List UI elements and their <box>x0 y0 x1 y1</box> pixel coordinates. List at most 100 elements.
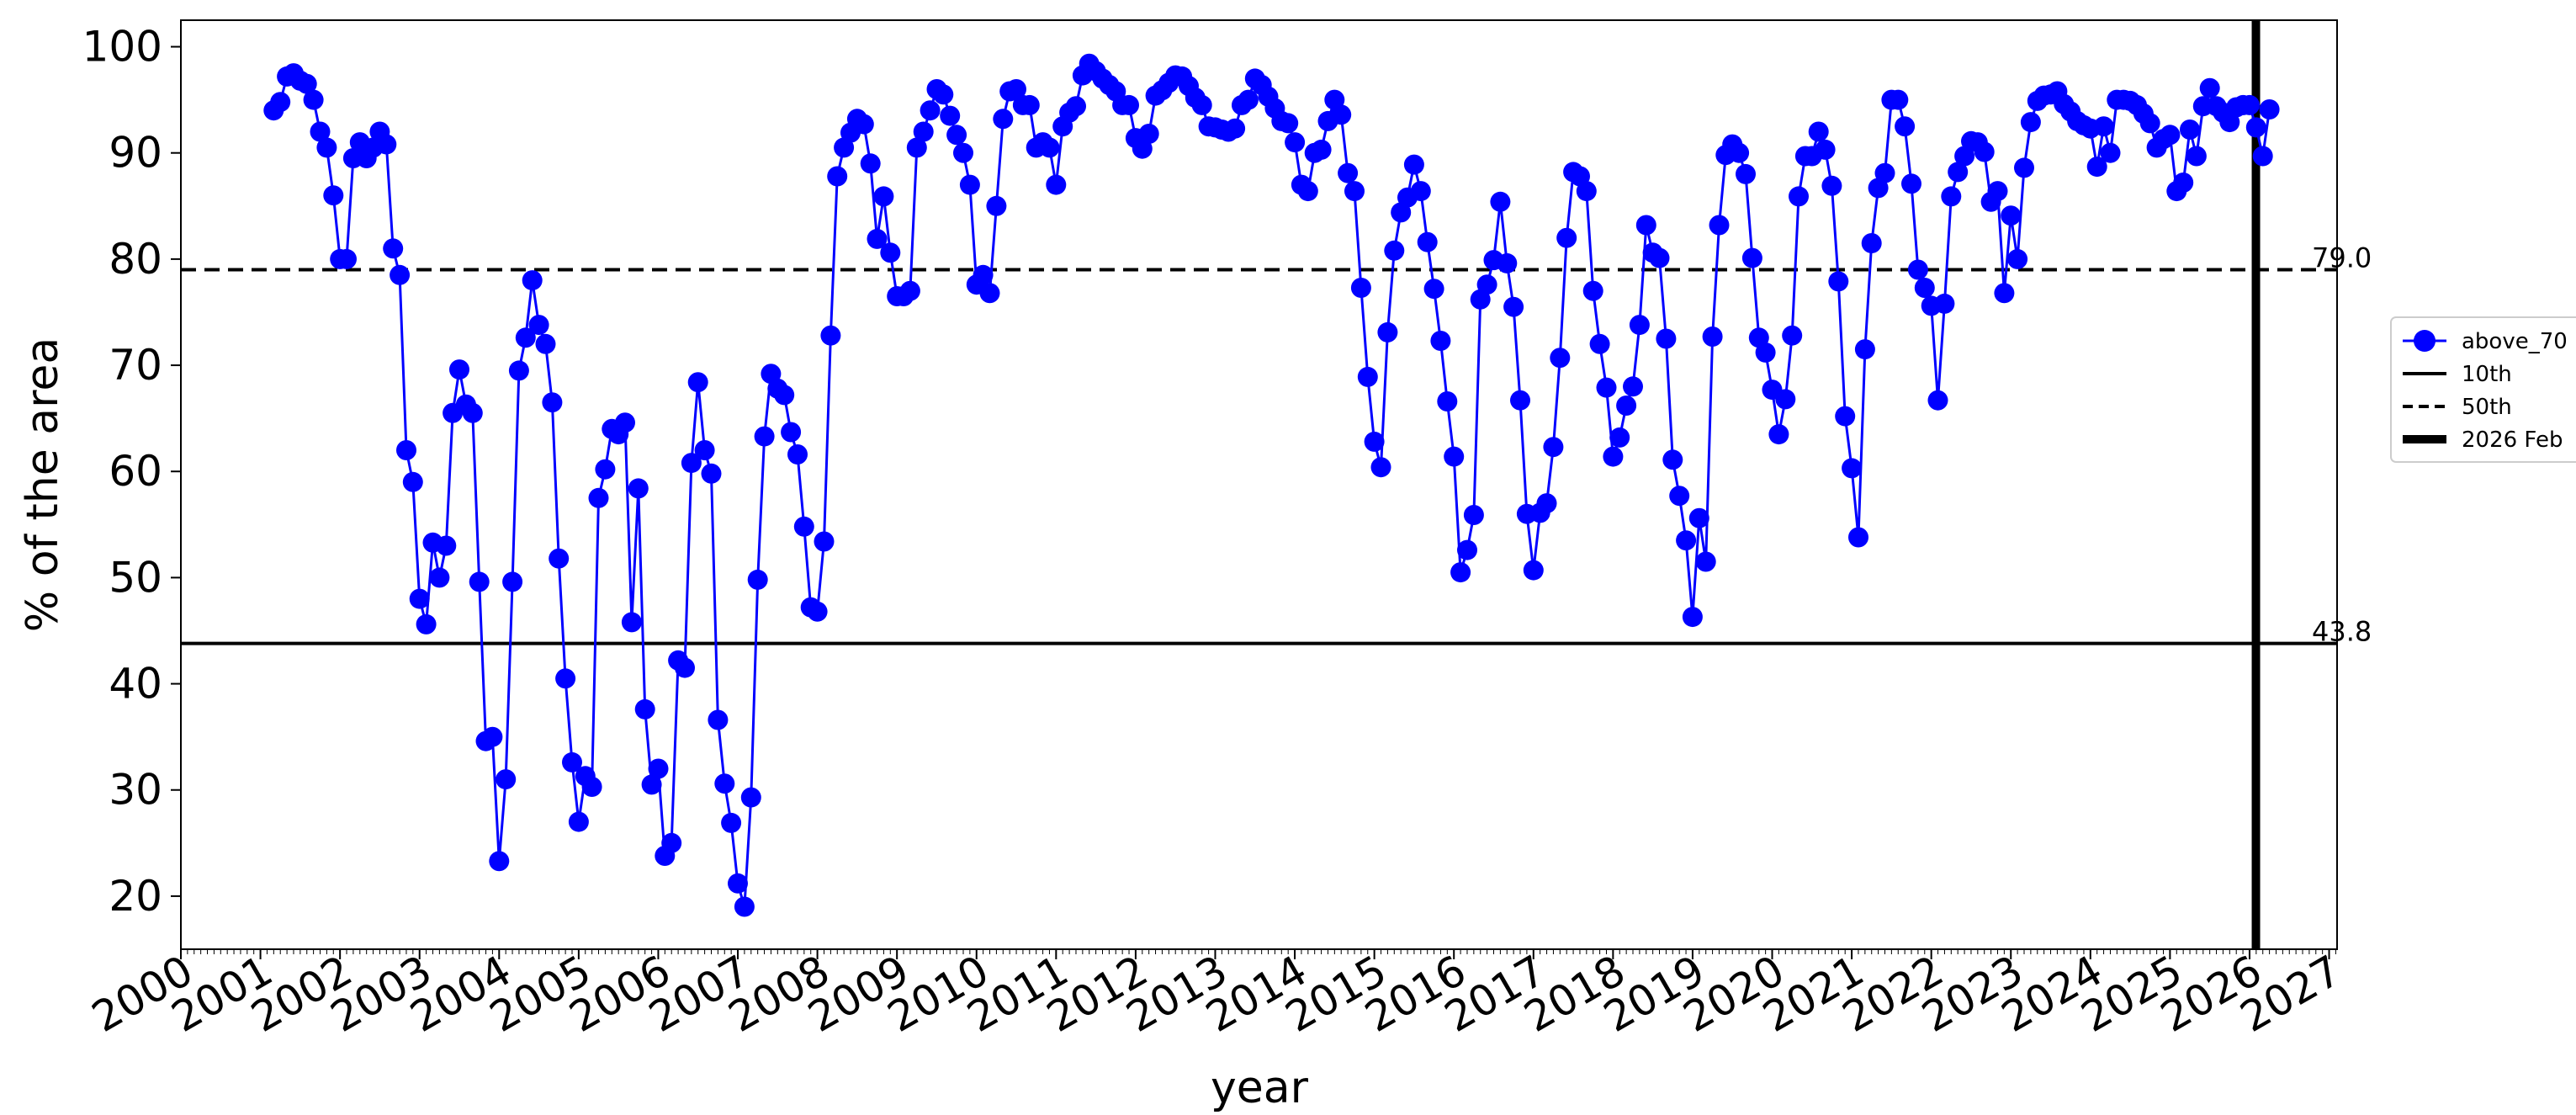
data-point <box>781 422 802 443</box>
data-point <box>940 105 961 126</box>
data-point <box>1410 181 1431 202</box>
data-point <box>1350 278 1371 298</box>
data-point <box>1741 247 1762 268</box>
data-point <box>1635 215 1656 236</box>
data-point <box>615 412 635 433</box>
data-point <box>1629 315 1650 336</box>
data-point <box>409 588 430 609</box>
data-point <box>1669 486 1690 507</box>
data-point <box>1457 539 1477 560</box>
x-axis: 2000200120022003200420052006200720082009… <box>84 946 2350 1042</box>
data-point <box>986 195 1007 216</box>
data-point <box>721 812 742 833</box>
data-point <box>1828 271 1849 292</box>
blue-line-circle-icon <box>2414 330 2436 352</box>
data-point <box>429 567 450 588</box>
data-point <box>1901 173 1921 194</box>
y-tick-label: 40 <box>109 660 162 709</box>
reference-lines <box>181 20 2337 949</box>
data-point <box>2160 125 2181 146</box>
data-point <box>2139 113 2160 134</box>
data-point <box>1768 424 1789 445</box>
data-point <box>1430 331 1451 351</box>
data-point <box>747 569 768 590</box>
data-point <box>562 751 582 773</box>
data-point <box>1066 96 1086 117</box>
data-point <box>1914 278 1935 298</box>
series-line-above_70 <box>273 61 2271 907</box>
data-point <box>853 114 874 135</box>
data-point <box>1907 259 1928 280</box>
data-point <box>462 402 483 423</box>
data-point <box>396 440 416 460</box>
legend-label-above_70: above_70 <box>2462 329 2568 354</box>
data-point <box>1191 94 1212 115</box>
data-point <box>1729 142 1750 163</box>
data-point <box>953 142 973 163</box>
data-point <box>1662 449 1683 470</box>
data-point <box>820 325 841 346</box>
y-tick-label: 30 <box>109 766 162 815</box>
data-point <box>793 516 814 537</box>
data-point <box>595 459 616 480</box>
data-point <box>1497 252 1518 273</box>
data-point <box>1775 389 1796 410</box>
data-point <box>740 787 761 808</box>
data-point <box>1019 94 1040 115</box>
data-point <box>1888 89 1909 110</box>
data-point <box>1503 296 1524 317</box>
data-point <box>681 453 702 474</box>
data-point <box>661 832 682 853</box>
data-point <box>502 571 523 592</box>
data-point <box>1927 390 1948 411</box>
data-point <box>933 84 954 105</box>
data-point <box>993 109 1014 130</box>
data-point <box>2173 173 2194 193</box>
data-point <box>1297 181 1318 202</box>
data-point <box>873 186 894 207</box>
data-point <box>549 548 570 569</box>
data-point <box>1609 427 1630 448</box>
data-point <box>1556 227 1577 248</box>
data-point <box>1550 348 1571 369</box>
data-point <box>555 668 576 689</box>
data-point <box>1941 186 1962 207</box>
data-point <box>1417 231 1438 252</box>
data-point <box>496 769 517 790</box>
data-point <box>946 125 967 146</box>
data-point <box>323 185 344 206</box>
data-point <box>2245 117 2266 138</box>
data-point <box>1616 396 1637 416</box>
x-axis-title: year <box>1211 1063 1309 1113</box>
data-point <box>2199 77 2220 98</box>
y-tick-label: 70 <box>109 341 162 390</box>
data-point <box>959 174 980 195</box>
data-point <box>1755 342 1776 363</box>
data-point <box>1006 79 1026 99</box>
data-point <box>568 811 589 832</box>
data-point <box>1119 94 1139 115</box>
data-point <box>1682 607 1703 628</box>
data-point <box>2180 119 2200 140</box>
data-point <box>906 137 927 158</box>
data-point <box>2252 146 2273 167</box>
data-point <box>2100 142 2121 163</box>
data-point <box>2014 157 2034 178</box>
data-point <box>827 166 848 187</box>
data-point <box>1543 437 1564 458</box>
data-point <box>416 613 437 634</box>
data-point <box>708 709 729 730</box>
data-point <box>588 487 609 508</box>
tenth-percentile-line-label: 43.8 <box>2312 616 2372 648</box>
data-point <box>1987 181 2008 202</box>
data-point <box>1815 139 1836 160</box>
data-point <box>2259 99 2280 119</box>
data-point <box>1603 446 1624 467</box>
data-point <box>1377 321 1398 342</box>
y-tick-label: 50 <box>109 553 162 602</box>
y-tick-label: 60 <box>109 447 162 496</box>
data-point <box>1225 118 1246 139</box>
data-point <box>774 385 795 406</box>
data-point <box>2007 248 2028 269</box>
legend-label-10th: 10th <box>2462 362 2512 387</box>
